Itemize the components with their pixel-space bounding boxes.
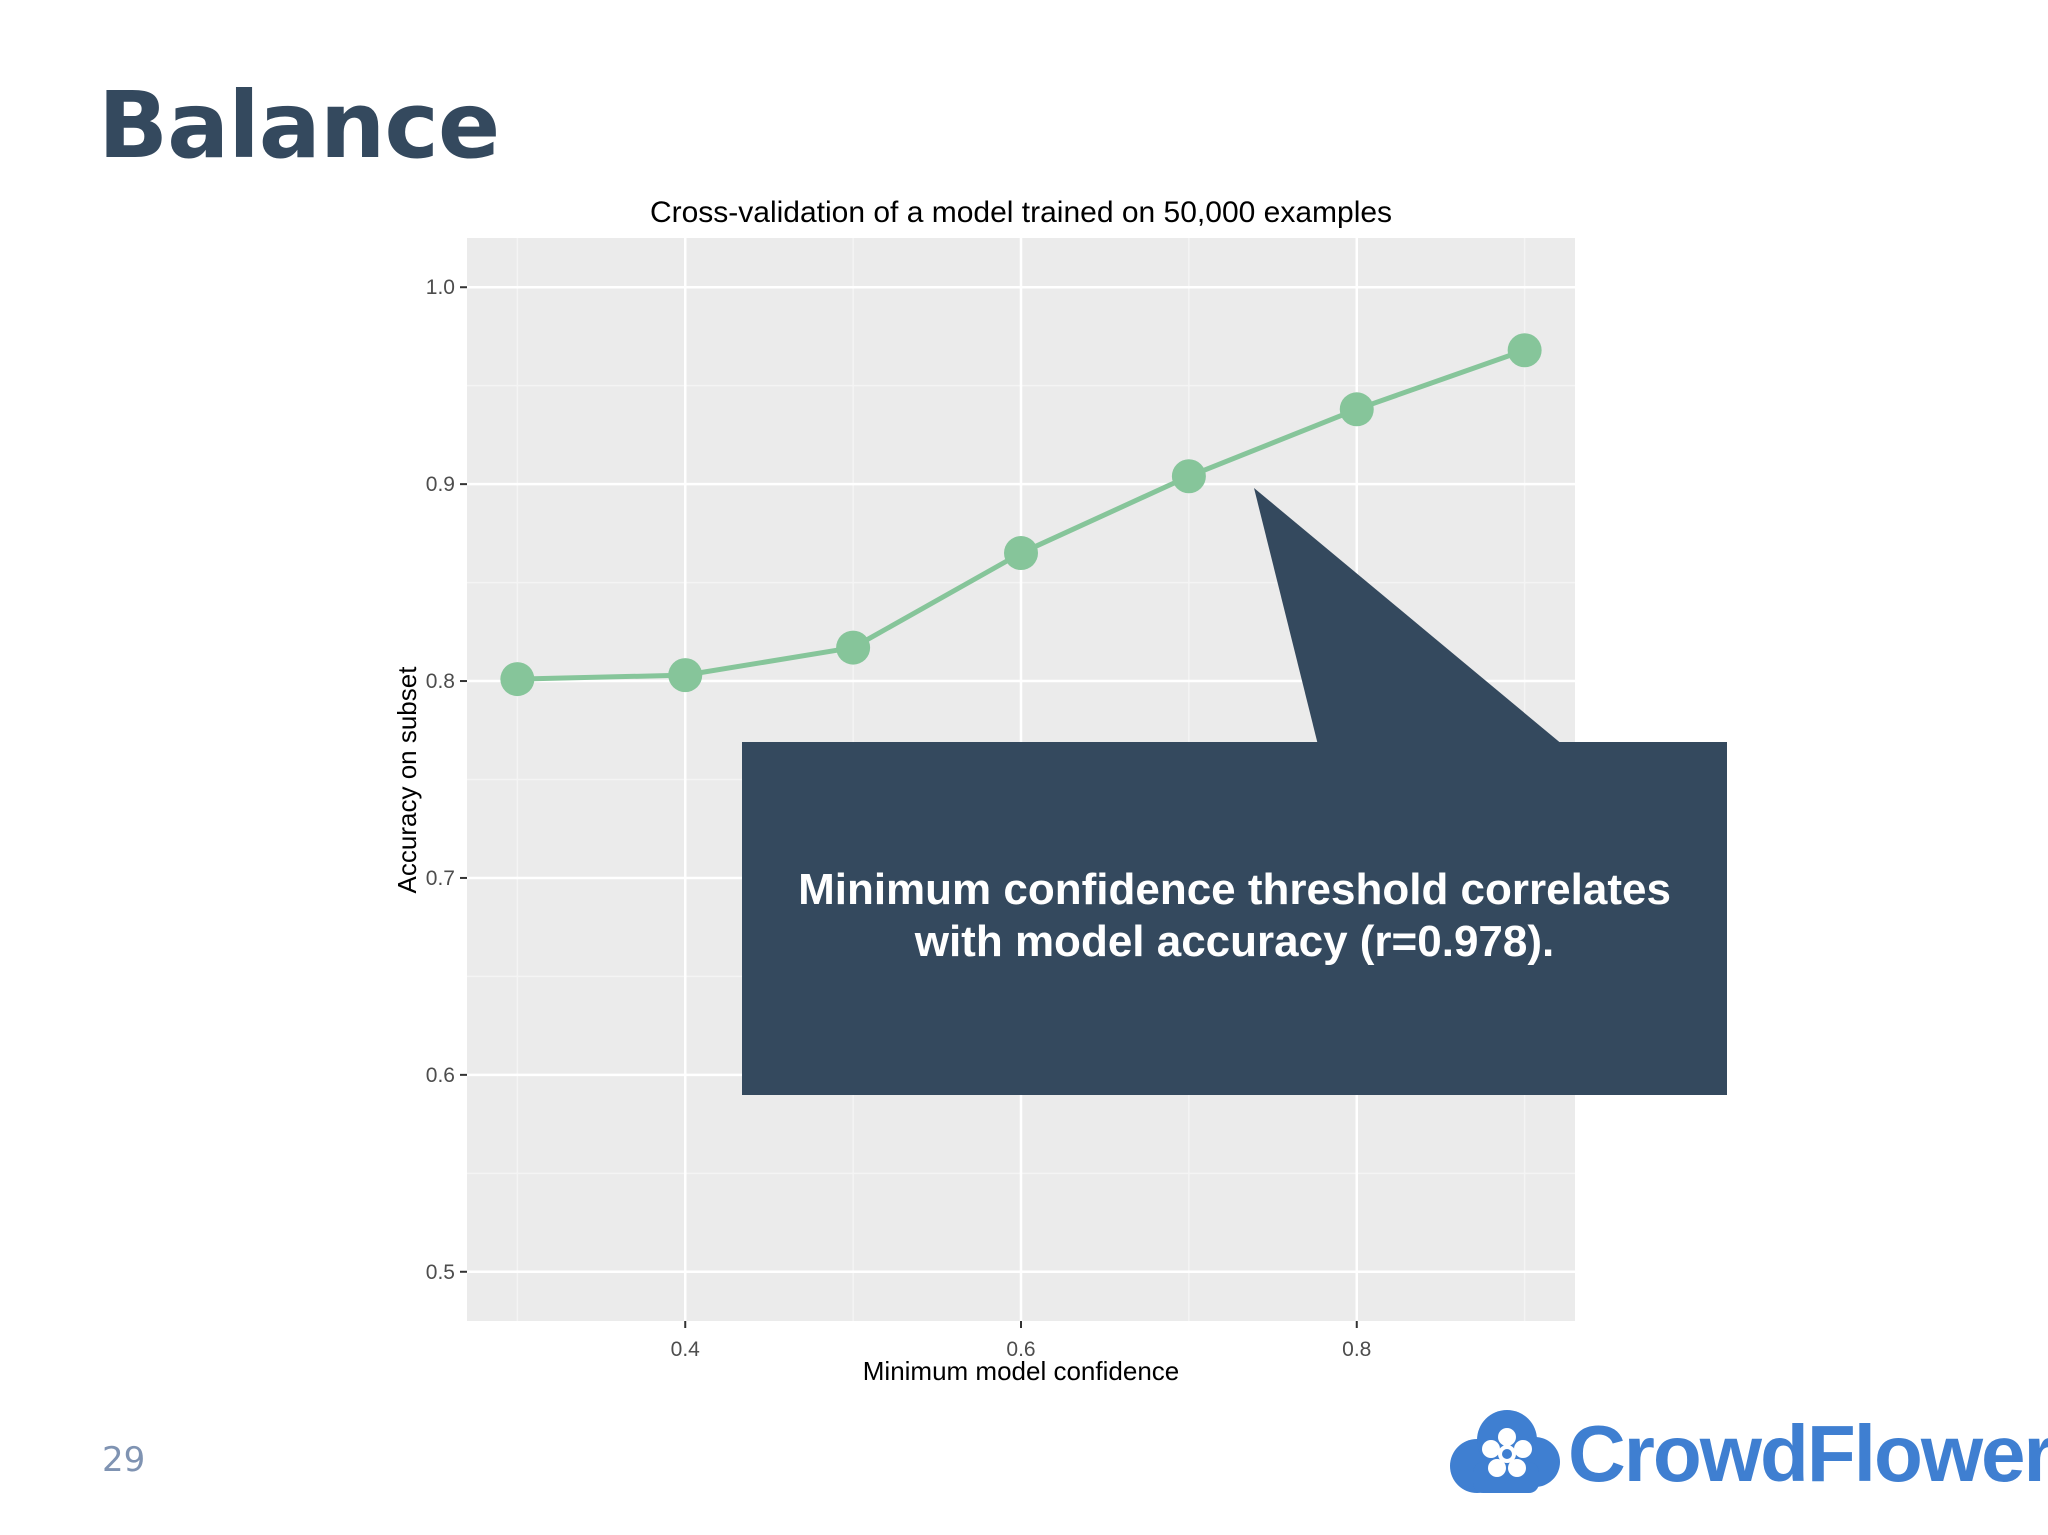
y-tick-label: 0.5 [426, 1261, 455, 1284]
y-tick-label: 0.6 [426, 1064, 455, 1087]
y-tick-label: 0.7 [426, 867, 455, 890]
data-point [1004, 536, 1038, 571]
data-points [500, 333, 1542, 697]
chart-title: Cross-validation of a model trained on 5… [650, 196, 1392, 229]
data-point [500, 662, 535, 697]
data-point [1171, 459, 1206, 494]
x-tick-label: 0.6 [1006, 1338, 1035, 1361]
data-point [1339, 392, 1374, 427]
slide-title: Balance [98, 72, 500, 179]
callout-text: Minimum confidence threshold correlates … [742, 864, 1727, 968]
axes: 0.4 0.6 0.8 0.5 0.6 0.7 0.8 0.9 1.0 [426, 276, 1372, 1361]
data-point [836, 630, 871, 665]
y-tick-label: 1.0 [426, 276, 455, 299]
x-tick-label: 0.4 [671, 1338, 701, 1361]
callout-line-1: Minimum confidence threshold correlates [798, 865, 1671, 914]
callout-line-2: with model accuracy (r=0.978). [914, 917, 1555, 966]
y-tick-label: 0.9 [426, 473, 455, 496]
y-axis-label: Accuracy on subset [392, 666, 422, 894]
cloud-flower-icon [1450, 1410, 1560, 1493]
y-tick-label: 0.8 [426, 670, 455, 693]
data-point [668, 658, 703, 693]
crowdflower-logo: CrowdFlower [1445, 1400, 2048, 1510]
page-number: 29 [102, 1440, 146, 1480]
x-axis-label: Minimum model confidence [863, 1356, 1179, 1386]
data-point [1507, 333, 1542, 368]
callout-pointer [1254, 488, 1563, 745]
callout-box [742, 742, 1727, 1095]
x-tick-label: 0.8 [1342, 1338, 1371, 1361]
logo-text: CrowdFlower [1568, 1409, 2048, 1498]
